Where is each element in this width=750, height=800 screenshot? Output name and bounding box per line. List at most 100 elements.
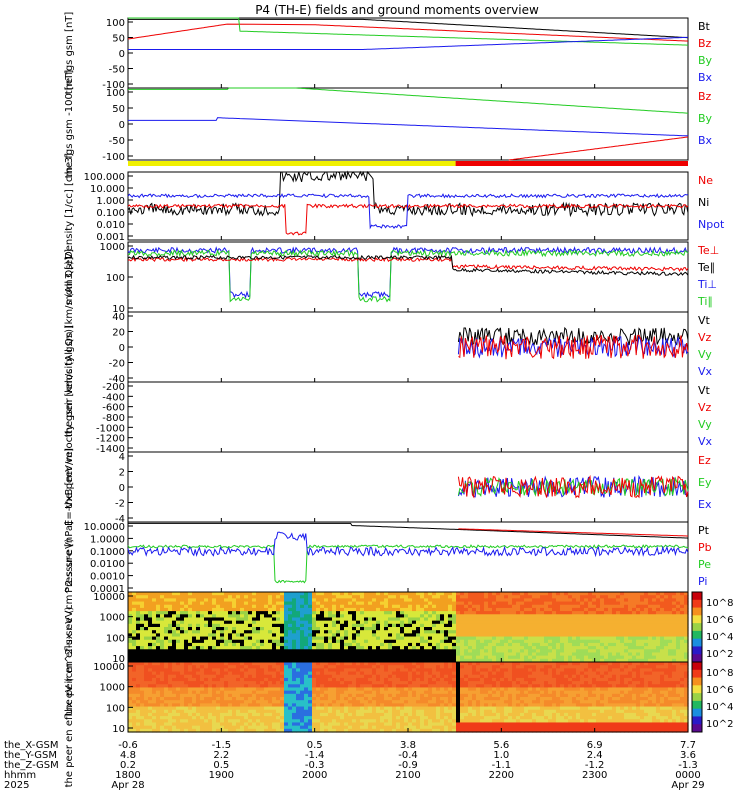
colorbar-segment (692, 654, 702, 663)
legend-Vz: Vz (698, 331, 712, 344)
colorbar-segment (692, 724, 702, 733)
Vt-peir-trace (457, 326, 689, 347)
y-tick-label: 1000 (100, 242, 125, 253)
y-tick-label: 1.000 (96, 196, 125, 207)
y-tick-label: 20 (112, 328, 125, 339)
legend-Npot: Npot (698, 218, 725, 231)
legend-Vz: Vz (698, 401, 712, 414)
colorbar-tick: 10^2 (706, 719, 733, 730)
colorbar-segment (692, 700, 702, 710)
Te-perp-trace (127, 256, 689, 272)
Bx-zoom-trace (128, 117, 689, 137)
Ti-perp-trace (127, 246, 689, 299)
y-tick-label: 50 (112, 104, 125, 115)
colorbar-tick: 10^6 (706, 615, 733, 626)
y-tick-label: 100 (106, 273, 125, 284)
x-column-value: 2200 (489, 770, 514, 781)
x-column-value: 3.8 (400, 740, 416, 751)
y-tick-label: 10000 (93, 592, 125, 603)
legend-Vy: Vy (698, 418, 712, 431)
y-tick-label: 40 (112, 312, 125, 323)
y-tick-label: -50 (109, 136, 125, 147)
y-tick-label: -4 (115, 514, 125, 525)
y-axis-label: the fgs gsm [nT] (64, 12, 75, 95)
legend-By: By (698, 54, 713, 67)
Ni-trace (127, 170, 689, 218)
colorbar-segment (692, 693, 702, 702)
y-tick-label: -1000 (96, 423, 125, 434)
Ne-trace (127, 203, 689, 236)
y-tick-label: 10 (112, 654, 125, 665)
Ti-par-trace (127, 248, 689, 303)
y-tick-label: 4 (119, 452, 125, 463)
By-trace (128, 17, 688, 46)
legend-Pt: Pt (698, 524, 710, 537)
y-tick-label: 0.1000 (90, 547, 125, 558)
y-axis-label: Density [1/cc] [cm-3] (64, 153, 75, 259)
x-column-value: -0.4 (398, 750, 418, 761)
x-column-value: -1.4 (305, 750, 325, 761)
x-column-value: 2.2 (213, 750, 229, 761)
legend-Pe: Pe (698, 558, 711, 571)
peer-heatmap (128, 662, 689, 733)
colorbar-segment (692, 646, 702, 655)
y-tick-label: 0 (119, 120, 125, 131)
y-axis-label: the fgs gsm -100 [nT] (64, 70, 75, 179)
y-tick-label: -50 (109, 65, 125, 76)
y-tick-label: 1000 (100, 683, 125, 694)
legend-Bx: Bx (698, 71, 713, 84)
Vx-peir-trace (457, 335, 689, 359)
colorbar-segment (692, 592, 702, 601)
y-tick-label: 50 (112, 34, 125, 45)
y-tick-label: -20 (109, 359, 125, 370)
legend-Pi: Pi (698, 575, 707, 588)
legend-Te∥: Te∥ (697, 261, 715, 274)
y-tick-label: 100 (106, 633, 125, 644)
x-column-value: 3.6 (680, 750, 696, 761)
y-tick-label: 0 (119, 49, 125, 60)
y-tick-label: 100 (106, 88, 125, 99)
y-axis-label: mom3 [eV] (64, 249, 75, 305)
colorbar-segment (692, 630, 702, 640)
legend-Bt: Bt (698, 20, 711, 33)
Te-par-trace (127, 254, 689, 276)
y-tick-label: 100.000 (84, 172, 125, 183)
legend-Vt: Vt (698, 384, 711, 397)
legend-Vt: Vt (698, 314, 711, 327)
y-axis-label: Pressure [nPa] (64, 521, 75, 593)
y-tick-label: 10.0000 (84, 522, 125, 533)
y-tick-label: -800 (102, 413, 125, 424)
y-tick-label: 0.0010 (90, 572, 125, 583)
y-tick-label: 0 (119, 343, 125, 354)
colorbar-tick: 10^6 (706, 685, 733, 696)
y-tick-label: -1400 (96, 444, 125, 455)
x-column-value: 2.4 (587, 750, 603, 761)
y-tick-label: -40 (109, 374, 125, 385)
x-date-label: Apr 28 (111, 780, 144, 791)
x-row-label: hhmm (4, 770, 36, 781)
Ez-trace (457, 474, 689, 499)
y-tick-label: -1200 (96, 434, 125, 445)
legend-By: By (698, 112, 713, 125)
legend-Pb: Pb (698, 541, 712, 554)
x-row-label: the_Y-GSM (4, 750, 57, 761)
x-column-value: -1.1 (492, 760, 512, 771)
Pe-trace (127, 544, 689, 584)
Npot-trace (127, 193, 689, 230)
y-tick-label: -200 (102, 382, 125, 393)
colorbar-segment (692, 662, 702, 671)
Bx-trace (128, 36, 689, 50)
Bz-zoom-trace (508, 136, 689, 161)
x-column-value: 0.5 (213, 760, 229, 771)
x-column-value: 2000 (302, 770, 327, 781)
y-tick-label: 1.0000 (90, 534, 125, 545)
panel-frame (127, 87, 689, 161)
legend-Ni: Ni (698, 196, 709, 209)
legend-Ti∥: Ti∥ (697, 295, 713, 308)
x-row-label: the_X-GSM (4, 740, 58, 751)
Pt-trace (128, 522, 689, 539)
x-column-value: 0000 (675, 770, 700, 781)
Bt-trace (128, 18, 689, 39)
x-column-value: 0.2 (120, 760, 136, 771)
